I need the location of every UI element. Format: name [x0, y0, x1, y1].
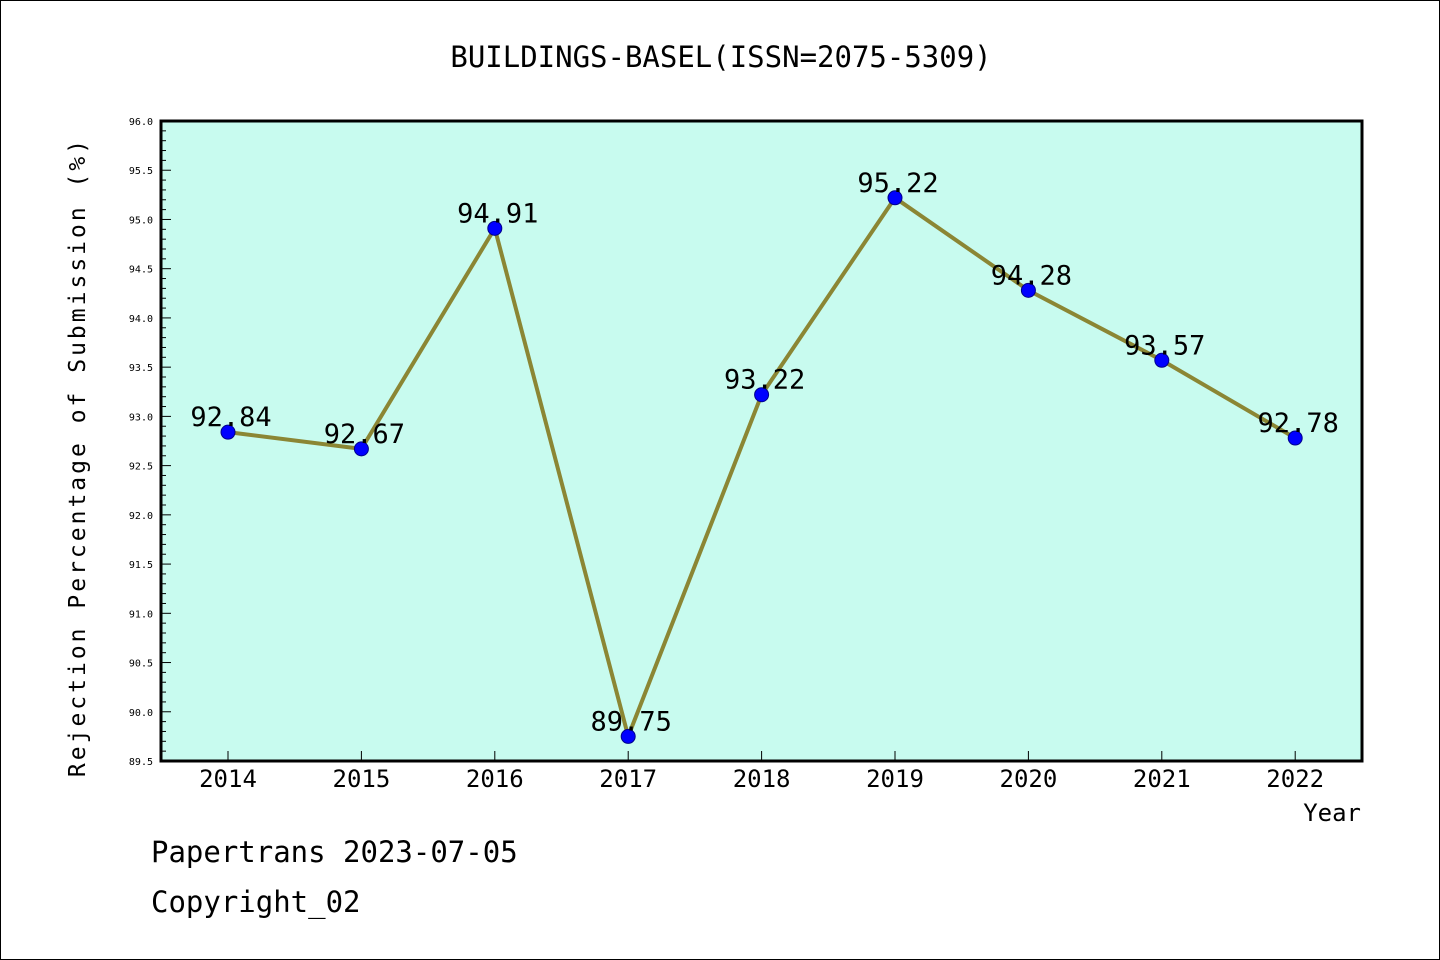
- y-tick-label: 96.0: [129, 117, 153, 128]
- y-tick-label: 93.5: [129, 363, 153, 374]
- data-label: 95.22: [857, 168, 938, 199]
- data-labels: 92.84 92.67 94.91 89.75 93.22 95.22 94.28 93.57…: [190, 168, 1338, 738]
- x-tick-label: 2019: [866, 765, 924, 793]
- data-point: [1020, 282, 1036, 298]
- data-label: 94.28: [991, 260, 1072, 291]
- plot-area: [161, 121, 1362, 761]
- y-tick-label: 92.5: [129, 462, 153, 473]
- series-markers: [220, 190, 1303, 744]
- data-point: [620, 728, 636, 744]
- data-point: [754, 387, 770, 403]
- data-point: [220, 424, 236, 440]
- x-tick-label: 2016: [466, 765, 524, 793]
- data-label: 89.75: [591, 706, 672, 737]
- y-tick-label: 92.0: [129, 511, 153, 522]
- y-tick-label: 94.5: [129, 265, 153, 276]
- chart-title: BUILDINGS-BASEL(ISSN=2075-5309): [450, 40, 991, 74]
- y-tick-label: 90.5: [129, 659, 153, 670]
- footer-date-text: Papertrans 2023-07-05: [151, 835, 518, 869]
- data-point: [487, 220, 503, 236]
- x-axis-title: Year: [1303, 799, 1361, 827]
- y-tick-label: 95.5: [129, 166, 153, 177]
- x-tick-label: 2022: [1266, 765, 1324, 793]
- y-tick-label: 94.0: [129, 314, 153, 325]
- x-tick-label: 2015: [333, 765, 391, 793]
- footer-copyright-text: Copyright_02: [151, 885, 361, 919]
- y-tick-label: 89.5: [129, 757, 153, 768]
- data-label: 92.78: [1258, 408, 1339, 439]
- data-label: 93.57: [1124, 330, 1205, 361]
- x-axis-ticks: 2014 2015 2016 2017 2018 2019 2020 2021 2022: [199, 751, 1324, 793]
- data-point: [353, 441, 369, 457]
- data-point: [1154, 352, 1170, 368]
- data-point: [887, 190, 903, 206]
- y-tick-label: 95.0: [129, 215, 153, 226]
- x-tick-label: 2018: [733, 765, 791, 793]
- plot-frame: [159, 119, 1364, 763]
- y-tick-label: 93.0: [129, 412, 153, 423]
- y-tick-label: 90.0: [129, 708, 153, 719]
- data-point: [1287, 430, 1303, 446]
- y-axis-ticks: 89.5 90.0 90.5 91.0 91.5 92.0 92.5 93.0 93.5 94.0…: [129, 117, 171, 768]
- x-tick-label: 2021: [1133, 765, 1191, 793]
- data-label: 93.22: [724, 365, 805, 396]
- x-tick-label: 2014: [199, 765, 257, 793]
- data-label: 92.84: [190, 402, 271, 433]
- x-tick-label: 2020: [1000, 765, 1058, 793]
- data-label: 94.91: [457, 198, 538, 229]
- y-tick-label: 91.5: [129, 560, 153, 571]
- y-axis-title: Rejection Percentage of Submission (%): [65, 137, 91, 777]
- x-tick-label: 2017: [599, 765, 657, 793]
- y-tick-label: 91.0: [129, 609, 153, 620]
- data-label: 92.67: [324, 419, 405, 450]
